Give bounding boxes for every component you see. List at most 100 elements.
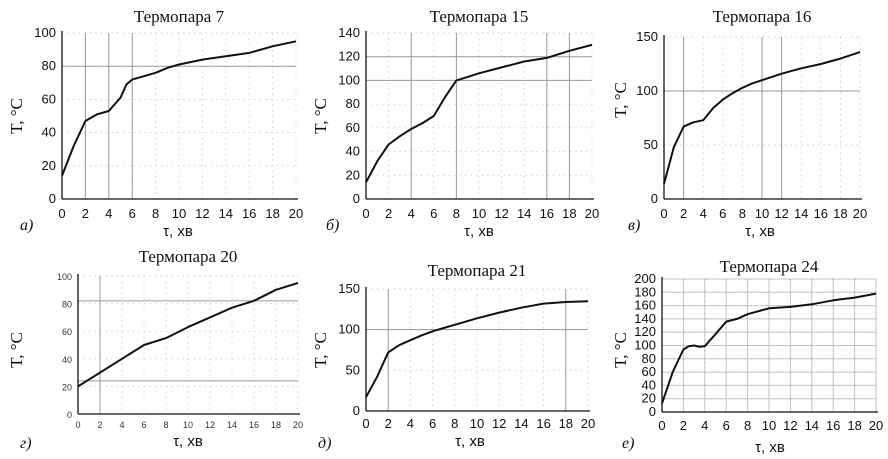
x-tick-label: 6 (129, 206, 136, 221)
x-axis-label: τ, хв (464, 223, 494, 240)
x-tick-label: 6 (719, 206, 726, 221)
x-tick-label: 20 (289, 206, 303, 221)
y-tick-label: 200 (634, 271, 656, 286)
x-tick-label: 6 (429, 416, 436, 431)
panel-label: а) (20, 217, 33, 234)
x-tick-label: 12 (205, 420, 215, 430)
y-tick-label: 120 (634, 324, 656, 339)
y-tick-label: 150 (636, 29, 658, 44)
panel-label: д) (318, 435, 331, 452)
x-tick-label: 16 (540, 206, 554, 221)
chart-title: Термопара 7 (134, 7, 225, 26)
y-axis-label: T, °C (611, 332, 630, 368)
y-tick-label: 60 (346, 120, 360, 135)
y-tick-label: 80 (42, 58, 56, 73)
x-tick-label: 2 (680, 206, 687, 221)
y-tick-label: 20 (62, 382, 72, 392)
x-tick-label: 10 (472, 206, 486, 221)
chart-panel-6: 0 2 4 6 8 10 12 14 16 18 2002040608010012014016018… (611, 257, 883, 456)
y-tick-label: 60 (42, 91, 56, 106)
x-tick-label: 8 (739, 206, 746, 221)
x-tick-label: 14 (514, 416, 528, 431)
y-axis-label: T, °C (7, 98, 26, 134)
chart-panel-5: 0 2 4 6 8 10 12 14 16 18 20 0 50 100 150 Термопара 21 τ,… (311, 261, 595, 452)
series-line (663, 51, 861, 185)
x-tick-label: 2 (97, 420, 102, 430)
x-tick-label: 0 (362, 206, 369, 221)
chart-title: Термопара 15 (430, 7, 529, 26)
x-tick-label: 4 (407, 416, 414, 431)
panel-label: г) (20, 435, 32, 452)
y-tick-label: 150 (338, 281, 360, 296)
x-tick-label: 14 (219, 206, 233, 221)
x-tick-label: 14 (794, 206, 808, 221)
x-tick-label: 10 (470, 416, 484, 431)
x-tick-label: 8 (453, 206, 460, 221)
x-tick-label: 16 (242, 206, 256, 221)
series-line (77, 281, 299, 388)
x-tick-label: 18 (833, 206, 847, 221)
y-tick-label: 60 (642, 364, 656, 379)
y-axis-label: T, °C (7, 332, 26, 368)
x-tick-label: 8 (744, 418, 751, 433)
y-tick-label: 100 (634, 338, 656, 353)
y-tick-label: 0 (649, 404, 656, 419)
x-tick-label: 16 (826, 418, 840, 433)
x-axis-label: τ, хв (455, 433, 485, 450)
x-tick-label: 2 (385, 206, 392, 221)
x-tick-label: 2 (385, 416, 392, 431)
y-tick-label: 20 (642, 391, 656, 406)
chart-panel-1: 0 2 4 6 8 10 12 14 16 18 20 0 20 40 60 80 100 Термопара 7… (7, 7, 303, 240)
y-tick-label: 100 (34, 25, 56, 40)
x-axis-label: τ, хв (755, 439, 785, 456)
x-tick-label: 20 (585, 206, 599, 221)
y-tick-label: 80 (62, 300, 72, 310)
x-tick-label: 18 (562, 206, 576, 221)
x-tick-label: 14 (227, 420, 237, 430)
x-tick-label: 6 (430, 206, 437, 221)
y-tick-label: 50 (644, 137, 658, 152)
chart-title: Термопара 21 (428, 261, 527, 280)
x-tick-label: 16 (536, 416, 550, 431)
x-axis-label: τ, хв (745, 223, 775, 240)
x-tick-label: 16 (249, 420, 259, 430)
y-tick-label: 80 (642, 351, 656, 366)
y-tick-label: 20 (42, 158, 56, 173)
x-tick-label: 4 (701, 418, 708, 433)
y-tick-label: 0 (651, 191, 658, 206)
x-tick-label: 2 (680, 418, 687, 433)
y-tick-label: 50 (346, 362, 360, 377)
x-axis-label: τ, хв (173, 433, 203, 450)
x-tick-label: 4 (408, 206, 415, 221)
x-tick-label: 18 (847, 418, 861, 433)
y-tick-label: 60 (62, 327, 72, 337)
x-tick-label: 8 (451, 416, 458, 431)
chart-title: Термопара 20 (139, 247, 238, 266)
y-tick-label: 40 (346, 144, 360, 159)
y-tick-label: 0 (67, 410, 72, 420)
y-tick-label: 100 (338, 72, 360, 87)
y-tick-label: 120 (338, 49, 360, 64)
x-tick-label: 18 (559, 416, 573, 431)
x-tick-label: 18 (271, 420, 281, 430)
y-tick-label: 20 (346, 167, 360, 182)
x-tick-label: 4 (105, 206, 112, 221)
x-tick-label: 12 (492, 416, 506, 431)
y-tick-label: 0 (353, 191, 360, 206)
x-tick-label: 8 (152, 206, 159, 221)
y-tick-label: 40 (642, 377, 656, 392)
x-tick-label: 0 (658, 418, 665, 433)
series-line (365, 43, 593, 183)
x-tick-label: 20 (869, 418, 883, 433)
x-tick-label: 12 (783, 418, 797, 433)
x-tick-label: 20 (293, 420, 303, 430)
chart-panel-4: 0 2 4 6 8 10 12 14 16 18 20 0 20 40 60 80 100 Термопара 2… (7, 247, 303, 452)
y-tick-label: 180 (634, 284, 656, 299)
x-tick-label: 10 (762, 418, 776, 433)
series-line (661, 292, 877, 404)
y-tick-label: 40 (42, 125, 56, 140)
x-tick-label: 6 (723, 418, 730, 433)
x-tick-label: 10 (755, 206, 769, 221)
